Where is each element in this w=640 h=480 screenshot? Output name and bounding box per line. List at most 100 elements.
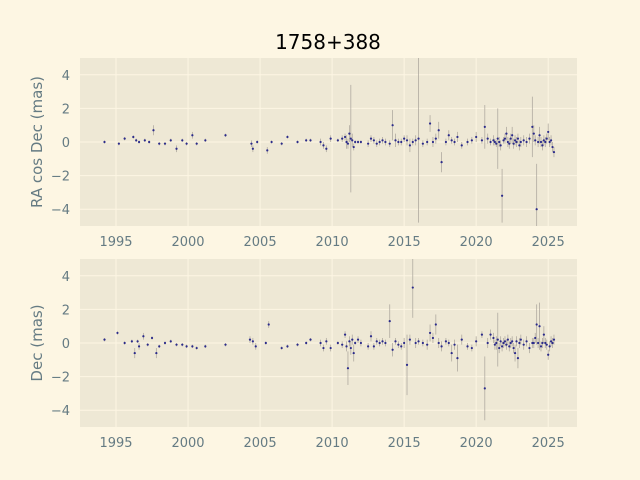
ra-data-point	[447, 134, 450, 137]
ra-x-tick-label: 2005	[244, 235, 277, 250]
dec-data-point	[528, 346, 531, 350]
dec-data-point	[116, 331, 119, 335]
ra-data-point	[516, 137, 520, 140]
dec-data-point	[158, 345, 161, 348]
dec-data-point	[544, 341, 547, 345]
ra-data-point	[535, 208, 538, 211]
dec-y-tick-label: 0	[62, 337, 70, 352]
ra-data-point	[505, 132, 508, 135]
ra-data-point	[453, 140, 456, 144]
ra-data-point	[405, 139, 409, 142]
dec-x-tick-label: 2005	[244, 436, 277, 451]
ra-data-point	[502, 139, 505, 142]
dec-data-point	[248, 338, 252, 341]
dec-data-point	[384, 341, 387, 345]
dec-data-point	[343, 333, 347, 336]
ra-data-point	[345, 140, 348, 144]
dec-data-point	[191, 345, 194, 348]
ra-y-axis-label: RA cos Dec (mas)	[28, 76, 46, 208]
ra-data-point	[434, 137, 437, 140]
ra-data-point	[411, 140, 414, 144]
ra-data-point	[509, 137, 512, 140]
ra-data-point	[384, 140, 387, 144]
dec-data-point	[319, 341, 322, 345]
dec-x-tick-label: 2015	[388, 436, 421, 451]
dec-data-point	[525, 340, 528, 343]
dec-data-point	[136, 340, 139, 343]
dec-data-point	[394, 340, 397, 343]
dec-data-point	[408, 338, 411, 341]
ra-data-point	[354, 140, 357, 144]
ra-data-point	[256, 140, 259, 144]
dec-data-point	[254, 345, 257, 348]
ra-data-point	[381, 139, 384, 142]
ra-data-point	[403, 137, 406, 140]
dec-data-point	[367, 345, 370, 348]
ra-y-tick-label: 4	[62, 69, 70, 84]
ra-data-point	[522, 139, 525, 142]
ra-data-point	[421, 142, 424, 145]
ra-data-point	[444, 140, 448, 144]
ra-data-point	[456, 135, 459, 139]
dec-data-point	[155, 351, 158, 355]
ra-data-point	[549, 139, 553, 142]
ra-data-point	[400, 140, 403, 144]
dec-data-point	[535, 323, 538, 326]
ra-data-point	[539, 140, 543, 144]
ra-data-point	[486, 137, 489, 140]
ra-data-point	[544, 140, 547, 144]
ra-data-point	[103, 140, 106, 144]
dec-data-point	[493, 343, 496, 346]
dec-x-tick-label: 2025	[532, 436, 565, 451]
dec-data-point	[506, 338, 509, 341]
dec-data-point	[421, 341, 424, 345]
ra-data-point	[431, 140, 435, 144]
dec-data-point	[296, 343, 299, 346]
dec-data-point	[539, 345, 543, 348]
ra-data-point	[493, 140, 496, 144]
dec-data-point	[146, 343, 149, 346]
ra-data-point	[460, 144, 463, 147]
dec-data-point	[434, 323, 437, 326]
ra-data-point	[428, 122, 432, 125]
dec-data-point	[522, 343, 525, 346]
dec-data-point	[405, 363, 409, 366]
dec-data-point	[345, 345, 348, 348]
ra-data-point	[325, 147, 328, 150]
ra-data-point	[466, 140, 469, 144]
ra-data-point	[542, 139, 545, 142]
ra-data-point	[537, 140, 540, 144]
ra-data-point	[394, 139, 397, 142]
dec-data-point	[508, 345, 511, 348]
ra-data-point	[506, 140, 509, 144]
ra-data-point	[531, 125, 534, 128]
ra-data-point	[437, 129, 440, 132]
ra-data-point	[349, 137, 352, 140]
dec-data-point	[185, 345, 188, 348]
dec-data-point	[519, 338, 522, 341]
ra-data-point	[483, 125, 486, 128]
dec-data-point	[495, 341, 498, 345]
dec-data-point	[534, 336, 537, 340]
ra-data-point	[266, 149, 269, 152]
ra-data-point	[351, 139, 354, 142]
dec-y-tick-label: 4	[62, 270, 70, 285]
dec-data-point	[537, 341, 540, 345]
dec-data-point	[450, 351, 453, 355]
ra-data-point	[391, 124, 394, 127]
ra-data-point	[163, 142, 167, 145]
ra-data-point	[426, 140, 429, 144]
dec-data-point	[195, 346, 198, 350]
dec-data-point	[137, 345, 141, 348]
dec-data-point	[447, 341, 450, 345]
dec-data-point	[305, 341, 308, 345]
dec-data-point	[542, 333, 545, 336]
dec-data-point	[475, 340, 478, 343]
dec-data-point	[437, 341, 440, 345]
ra-data-point	[552, 150, 556, 154]
dec-y-tick-label: −4	[51, 404, 70, 419]
dec-data-point	[286, 345, 289, 348]
dec-data-point	[470, 346, 473, 350]
dec-data-point	[388, 320, 391, 323]
dec-data-point	[549, 340, 553, 343]
